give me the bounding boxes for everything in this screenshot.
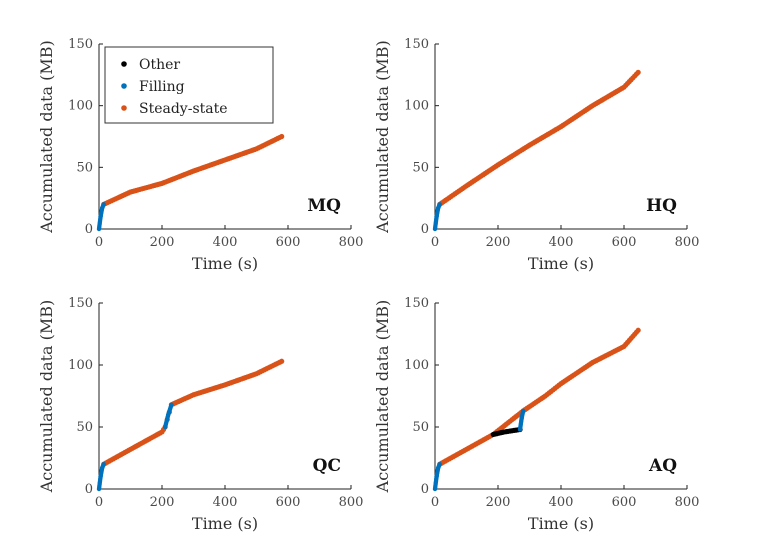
x-tick-label: 0 — [431, 495, 439, 510]
legend: Other Filling Steady-state — [104, 46, 274, 124]
x-tick-label: 600 — [276, 235, 301, 250]
y-tick-label: 0 — [85, 482, 93, 497]
x-axis-label: Time (s) — [192, 514, 258, 533]
data-point — [521, 408, 526, 414]
series-steady-state — [437, 69, 641, 207]
data-point — [169, 402, 174, 407]
y-axis-label: Accumulated data (MB) — [37, 300, 56, 494]
x-tick-label: 600 — [612, 495, 637, 510]
data-point — [279, 358, 285, 364]
data-point — [437, 202, 442, 207]
x-tick-label: 0 — [95, 495, 103, 510]
data-point — [635, 69, 641, 75]
series-filling — [96, 202, 106, 232]
legend-label: Steady-state — [139, 101, 228, 117]
y-tick-label: 150 — [68, 37, 93, 52]
y-tick-label: 50 — [412, 420, 429, 435]
panel-tag: QC — [313, 456, 341, 476]
data-point — [101, 462, 106, 467]
x-axis-label: Time (s) — [192, 254, 258, 273]
x-tick-label: 800 — [675, 495, 700, 510]
y-axis-label: Accumulated data (MB) — [373, 40, 392, 234]
y-tick-label: 150 — [404, 296, 429, 311]
y-tick-label: 150 — [404, 37, 429, 52]
legend-box — [104, 46, 274, 124]
x-tick-label: 0 — [95, 235, 103, 250]
x-tick-label: 200 — [486, 235, 511, 250]
x-tick-label: 400 — [213, 235, 238, 250]
x-tick-label: 200 — [486, 495, 511, 510]
y-tick-label: 50 — [412, 160, 429, 175]
series-other — [490, 426, 523, 438]
y-tick-label: 150 — [68, 296, 93, 311]
x-tick-label: 600 — [612, 235, 637, 250]
data-point — [279, 133, 285, 140]
x-tick-label: 800 — [339, 235, 364, 250]
legend-marker-other — [121, 61, 127, 67]
panel-aq: 0 200 400 600 800 0 50 100 150 Time (s) Accumulate… — [373, 296, 699, 533]
x-tick-label: 800 — [675, 235, 700, 250]
series-filling — [432, 408, 526, 492]
legend-label: Other — [139, 57, 180, 73]
legend-marker-steady-state — [121, 105, 127, 111]
y-tick-label: 100 — [404, 99, 429, 114]
data-point — [101, 202, 106, 207]
panel-tag: MQ — [307, 196, 341, 216]
x-tick-label: 400 — [549, 495, 574, 510]
y-tick-label: 50 — [76, 420, 93, 435]
panel-tag: AQ — [648, 456, 677, 476]
panel-mq: 0 200 400 600 800 0 50 100 150 Time (s) Accumulate… — [37, 37, 363, 273]
data-point — [437, 462, 442, 467]
x-axis-label: Time (s) — [528, 254, 594, 273]
x-tick-label: 400 — [549, 235, 574, 250]
y-tick-label: 0 — [421, 482, 429, 497]
series-steady-state — [101, 133, 285, 207]
y-tick-label: 50 — [76, 160, 93, 175]
series-steady-state — [101, 358, 285, 467]
y-tick-label: 0 — [85, 222, 93, 237]
x-tick-label: 200 — [150, 495, 175, 510]
panel-hq: 0 200 400 600 800 0 50 100 150 Time (s) Accumulate… — [373, 37, 699, 273]
panel-qc: 0 200 400 600 800 0 50 100 150 Time (s) Accumulate… — [37, 296, 363, 533]
series-filling — [96, 402, 174, 492]
y-tick-label: 0 — [421, 222, 429, 237]
panel-tag: HQ — [646, 196, 677, 216]
series-filling — [432, 202, 442, 232]
x-tick-label: 0 — [431, 235, 439, 250]
data-point — [635, 327, 641, 333]
y-axis-label: Accumulated data (MB) — [373, 300, 392, 494]
y-axis-label: Accumulated data (MB) — [37, 40, 56, 234]
x-tick-label: 600 — [276, 495, 301, 510]
y-tick-label: 100 — [68, 99, 93, 114]
x-axis-label: Time (s) — [528, 514, 594, 533]
x-tick-label: 800 — [339, 495, 364, 510]
legend-label: Filling — [139, 79, 185, 95]
y-tick-label: 100 — [404, 358, 429, 373]
x-tick-label: 400 — [213, 495, 238, 510]
x-tick-label: 200 — [150, 235, 175, 250]
series-steady-state — [437, 327, 641, 467]
y-tick-label: 100 — [68, 358, 93, 373]
legend-marker-filling — [121, 83, 127, 89]
